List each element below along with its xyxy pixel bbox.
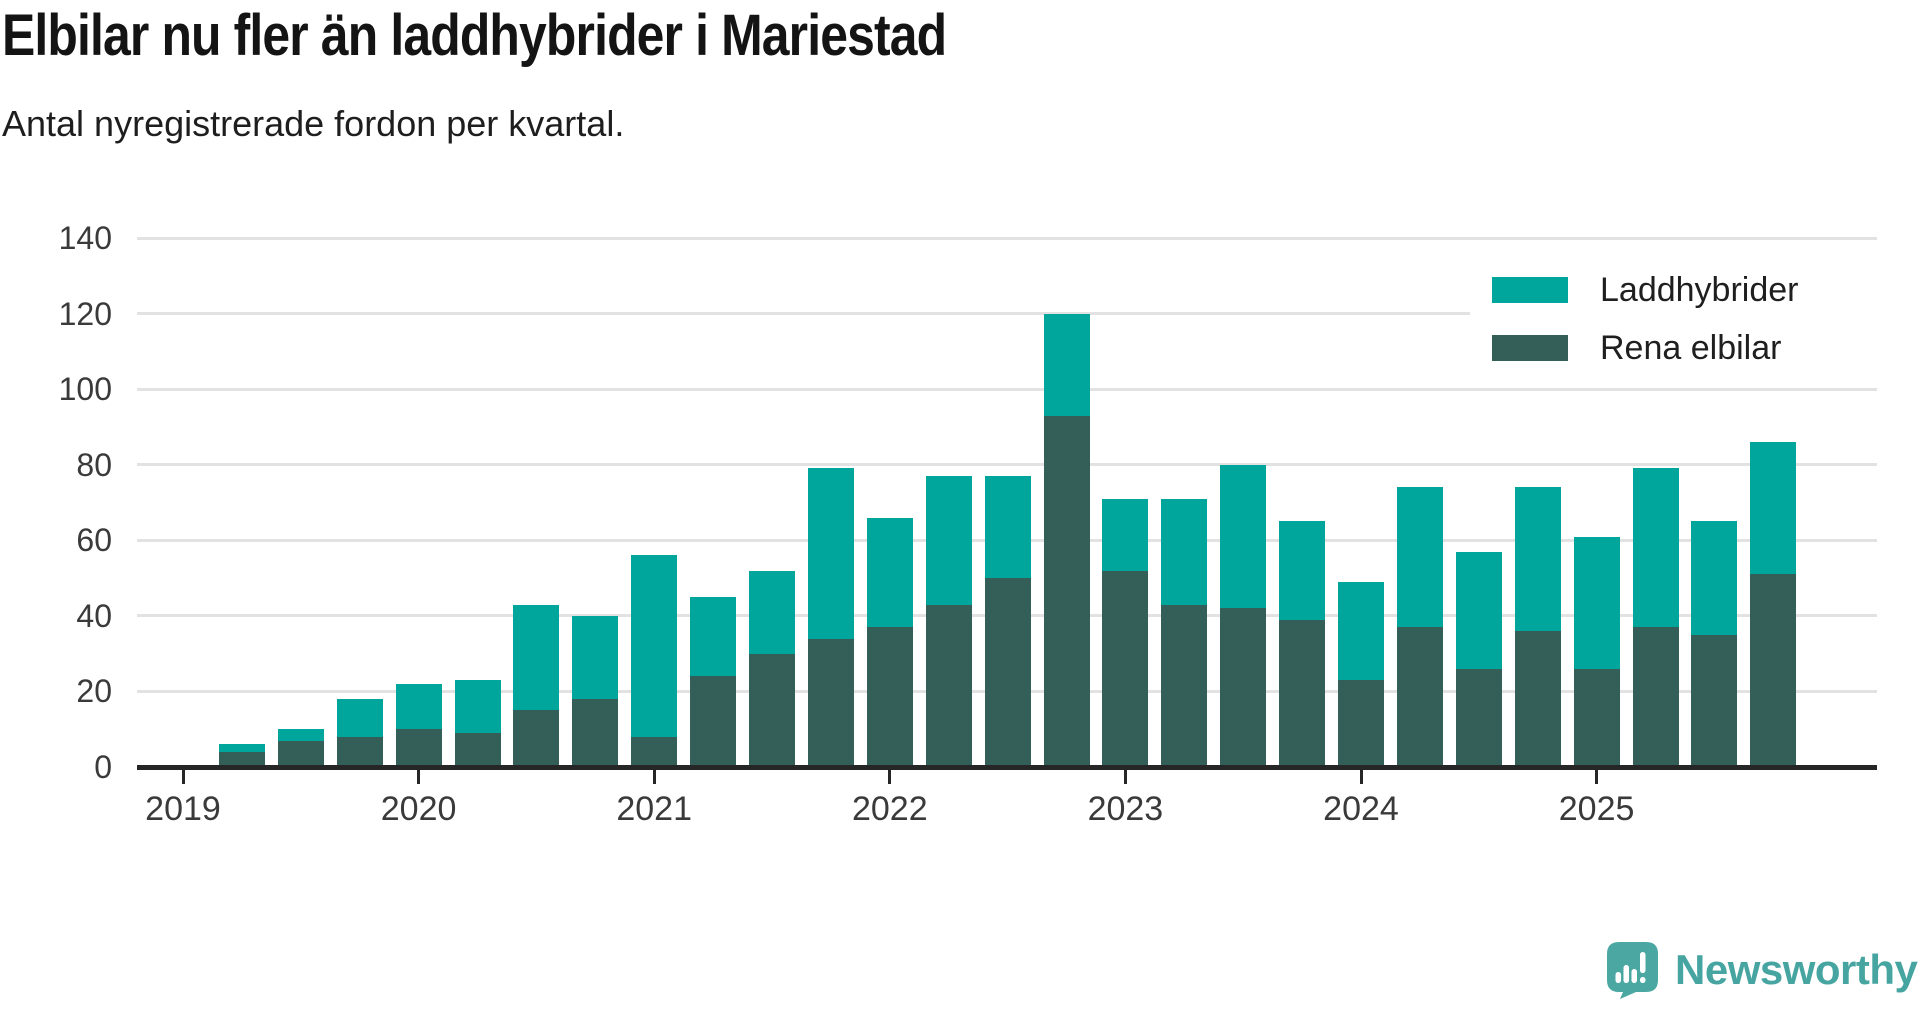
bar-segment-laddhybrider-2021-Q2 [690,596,737,677]
x-axis-tick-2022 [888,770,892,784]
bar-segment-laddhybrider-2022-Q2 [925,476,972,605]
legend-item-laddhybrider: Laddhybrider [1492,268,1882,312]
bar-segment-rena-elbilar-2020-Q4 [572,698,619,767]
bar-segment-rena-elbilar-2019-Q4 [336,736,383,767]
bar-segment-laddhybrider-2022-Q3 [984,476,1031,579]
bar-segment-laddhybrider-2024-Q2 [1396,487,1443,628]
bar-segment-laddhybrider-2019-Q3 [277,729,324,741]
x-axis-label-2021: 2021 [616,790,692,828]
bar-segment-laddhybrider-2022-Q4 [1043,313,1090,416]
x-axis-tick-2025 [1595,770,1599,784]
legend-label: Rena elbilar [1600,328,1782,367]
bar-segment-rena-elbilar-2020-Q3 [513,710,560,767]
bar-segment-laddhybrider-2025-Q4 [1750,442,1797,575]
bar-segment-rena-elbilar-2025-Q3 [1691,634,1738,767]
bar-segment-rena-elbilar-2019-Q2 [218,751,265,767]
x-axis-tick-2020 [417,770,421,784]
y-axis-label-60: 60 [76,522,112,559]
gridline-80 [137,463,1877,467]
y-axis-label-20: 20 [76,673,112,710]
x-axis-tick-2023 [1123,770,1127,784]
bar-segment-laddhybrider-2021-Q1 [631,555,678,737]
bar-segment-laddhybrider-2025-Q1 [1573,536,1620,669]
bar-segment-laddhybrider-2025-Q3 [1691,521,1738,635]
bar-segment-laddhybrider-2023-Q3 [1220,464,1267,609]
bar-segment-laddhybrider-2023-Q1 [1102,498,1149,571]
x-axis-tick-2024 [1359,770,1363,784]
bar-segment-rena-elbilar-2025-Q2 [1632,627,1679,767]
bar-segment-rena-elbilar-2023-Q1 [1102,570,1149,767]
bar-segment-rena-elbilar-2022-Q1 [866,627,913,767]
y-axis-label-40: 40 [76,597,112,634]
x-axis-label-2024: 2024 [1323,790,1399,828]
x-axis-tick-2021 [652,770,656,784]
bar-segment-laddhybrider-2019-Q2 [218,744,265,752]
x-axis-label-2025: 2025 [1558,790,1635,828]
gridline-100 [137,387,1877,391]
bar-segment-rena-elbilar-2024-Q2 [1396,627,1443,767]
bar-segment-laddhybrider-2020-Q4 [572,615,619,699]
x-axis-label-2023: 2023 [1087,790,1164,828]
bar-segment-laddhybrider-2023-Q2 [1161,498,1208,605]
y-axis-label-140: 140 [58,220,112,256]
gridline-140 [137,236,1877,240]
bar-segment-rena-elbilar-2021-Q4 [807,638,854,767]
bar-segment-rena-elbilar-2023-Q4 [1279,619,1326,767]
legend-swatch-icon [1492,277,1568,303]
bar-segment-rena-elbilar-2025-Q1 [1573,668,1620,767]
x-axis-label-2020: 2020 [380,790,457,828]
bar-segment-rena-elbilar-2023-Q3 [1220,608,1267,767]
bar-segment-laddhybrider-2020-Q2 [454,680,501,733]
bar-segment-rena-elbilar-2022-Q4 [1043,415,1090,767]
bar-segment-rena-elbilar-2021-Q2 [690,676,737,767]
legend: Laddhybrider Rena elbilar [1470,258,1882,380]
x-axis-line [137,765,1877,770]
newsworthy-logo-icon [1607,942,1658,999]
legend-label: Laddhybrider [1600,270,1799,309]
brand: Newsworthy [1606,941,1918,999]
y-axis-label-0: 0 [94,749,112,785]
bar-segment-laddhybrider-2024-Q4 [1514,487,1561,631]
bar-segment-rena-elbilar-2023-Q2 [1161,604,1208,767]
bar-segment-rena-elbilar-2021-Q3 [749,653,795,767]
bar-segment-laddhybrider-2020-Q1 [395,683,442,730]
chart-title: Elbilar nu fler än laddhybrider i Maries… [2,3,947,68]
chart-subtitle: Antal nyregistrerade fordon per kvartal. [2,103,625,144]
bar-segment-laddhybrider-2025-Q2 [1632,468,1679,628]
y-axis-label-120: 120 [58,295,112,332]
bar-segment-rena-elbilar-2021-Q1 [631,736,678,767]
bar-segment-rena-elbilar-2020-Q2 [454,732,501,767]
bar-segment-rena-elbilar-2019-Q3 [277,740,324,767]
bar-segment-rena-elbilar-2020-Q1 [395,729,442,767]
bar-segment-laddhybrider-2019-Q4 [336,698,383,737]
bar-segment-laddhybrider-2023-Q4 [1279,521,1326,620]
bar-segment-laddhybrider-2022-Q1 [866,517,913,628]
x-axis-tick-2019 [181,770,185,784]
bar-segment-laddhybrider-2024-Q3 [1455,551,1502,669]
x-axis-label-2022: 2022 [851,790,928,828]
bar-segment-rena-elbilar-2024-Q1 [1338,680,1384,767]
legend-item-rena-elbilar: Rena elbilar [1492,326,1882,370]
legend-swatch-icon [1492,335,1568,361]
bar-segment-rena-elbilar-2022-Q3 [984,578,1031,767]
bar-segment-rena-elbilar-2024-Q3 [1455,668,1502,767]
gridline-120 [137,312,1877,316]
bar-segment-laddhybrider-2020-Q3 [513,604,560,711]
bar-segment-rena-elbilar-2024-Q4 [1514,630,1561,767]
bar-segment-laddhybrider-2021-Q3 [749,570,795,654]
x-axis-label-2019: 2019 [145,790,221,828]
bar-segment-rena-elbilar-2022-Q2 [925,604,972,767]
bar-segment-rena-elbilar-2025-Q4 [1750,574,1797,767]
bar-segment-laddhybrider-2021-Q4 [807,468,854,639]
y-axis-label-80: 80 [76,446,112,483]
brand-name: Newsworthy [1675,946,1918,993]
y-axis-label-100: 100 [58,371,112,408]
bar-segment-laddhybrider-2024-Q1 [1338,581,1384,681]
